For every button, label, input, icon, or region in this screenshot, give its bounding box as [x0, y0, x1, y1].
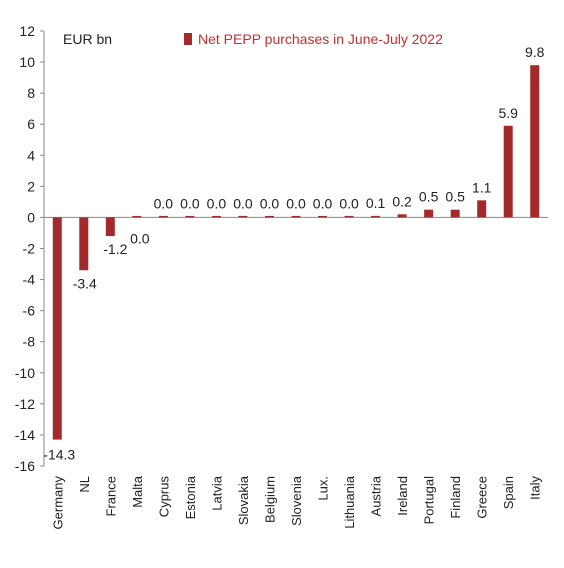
y-tick-label: 4 [27, 147, 35, 163]
data-label: 0.0 [207, 195, 227, 211]
bar-finland [450, 209, 460, 218]
category-label: Austria [369, 475, 384, 516]
category-label: Belgium [262, 476, 277, 523]
legend-swatch [184, 33, 192, 45]
bar-portugal [424, 209, 434, 218]
y-tick-label: -16 [15, 458, 35, 474]
data-label: 0.5 [419, 189, 439, 205]
category-label: Finland [448, 476, 463, 519]
category-label: Estonia [183, 475, 198, 519]
data-label: 0.1 [366, 195, 386, 211]
category-label: Slovakia [236, 475, 251, 525]
category-label: NL [77, 476, 92, 493]
data-label: 5.9 [498, 105, 518, 121]
y-tick-label: -6 [23, 303, 36, 319]
bar-france [105, 217, 115, 237]
y-axis: -16 -14 -12 -10 -8 -6 -4 -2 0 2 4 6 8 10 12 [15, 23, 45, 474]
legend: Net PEPP purchases in June-July 2022 [184, 31, 443, 47]
category-label: Portugal [422, 476, 437, 525]
category-label: Germany [50, 476, 65, 530]
bar-malta [132, 215, 142, 218]
data-label: 0.0 [260, 195, 280, 211]
bar-austria [371, 215, 381, 218]
data-label: 0.5 [445, 189, 465, 205]
y-tick-label: 12 [19, 23, 35, 39]
bar-germany [52, 217, 62, 440]
bar-ireland [397, 214, 407, 218]
bar-slovenia [291, 215, 301, 218]
bar-italy [530, 65, 540, 218]
category-label: Latvia [209, 475, 224, 510]
bar-greece [477, 200, 487, 218]
data-label: 0.0 [180, 195, 200, 211]
bar-cyprus [158, 215, 168, 218]
category-label: Ireland [395, 476, 410, 516]
data-label: 1.1 [472, 179, 492, 195]
data-label: 0.0 [313, 195, 333, 211]
data-label: 0.0 [233, 195, 253, 211]
category-label: Lux. [316, 476, 331, 501]
category-label: Spain [501, 476, 516, 509]
data-label: 0.0 [130, 230, 150, 246]
data-label: 0.0 [154, 195, 174, 211]
data-label: -14.3 [43, 447, 75, 463]
y-tick-label: -10 [15, 365, 35, 381]
y-tick-label: -8 [23, 334, 36, 350]
bar-belgium [264, 215, 274, 218]
bar-lithuania [344, 215, 354, 218]
bar-slovakia [238, 215, 248, 218]
y-tick-label: -2 [23, 241, 36, 257]
data-label: 0.2 [392, 193, 412, 209]
data-label: -3.4 [73, 275, 97, 291]
data-label: -1.2 [103, 241, 127, 257]
category-label: Malta [130, 475, 145, 508]
category-label: Italy [528, 476, 543, 500]
category-label: Cyprus [156, 476, 171, 518]
category-label: Greece [475, 476, 490, 519]
y-tick-label: 8 [27, 85, 35, 101]
category-label: Lithuania [342, 475, 357, 529]
y-tick-label: 6 [27, 116, 35, 132]
data-label: 9.8 [525, 44, 545, 60]
bar-nl [79, 217, 89, 271]
category-label: Slovenia [289, 475, 304, 526]
category-label: France [103, 476, 118, 516]
data-label: 0.0 [339, 195, 359, 211]
legend-label: Net PEPP purchases in June-July 2022 [198, 31, 443, 47]
y-tick-label: -14 [15, 427, 35, 443]
bar-estonia [185, 215, 195, 218]
data-labels: -14.3-3.4-1.20.00.0 0.0 0.0 0.0 0.0 0.0 0.0 0.0… [43, 44, 544, 462]
bar-spain [503, 125, 513, 218]
bar-latvia [211, 215, 221, 218]
y-tick-label: 0 [27, 209, 35, 225]
bars [52, 65, 540, 440]
bar-lux [318, 215, 328, 218]
category-labels: Germany NL France Malta Cyprus Estonia Latvia S… [50, 475, 542, 529]
unit-label: EUR bn [63, 31, 112, 47]
y-tick-label: -12 [15, 396, 35, 412]
y-tick-label: 2 [27, 178, 35, 194]
y-tick-label: -4 [23, 272, 36, 288]
y-tick-label: 10 [19, 54, 35, 70]
data-label: 0.0 [286, 195, 306, 211]
